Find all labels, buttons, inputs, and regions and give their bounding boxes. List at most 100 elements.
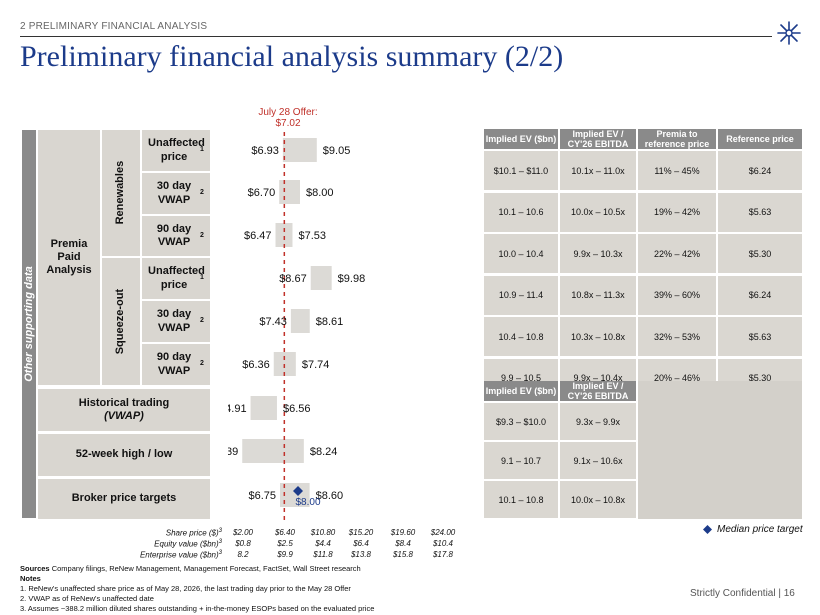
- range-bar-7: [242, 439, 304, 463]
- axis-ev-3: $13.8: [350, 550, 372, 559]
- week52-cell: 52-week high / low: [38, 434, 210, 476]
- low-label-6: $4.91: [228, 403, 247, 415]
- axis-equity-4: $8.4: [395, 539, 411, 548]
- cell-top-3-1: 10.8x – 11.3x: [560, 275, 636, 315]
- cell-bottom-1-0: 9.1 – 10.7: [484, 442, 558, 479]
- historical-trading-cell: Historical trading (VWAP): [38, 389, 210, 431]
- high-label-3: $9.98: [338, 273, 366, 285]
- offer-label: July 28 Offer: $7.02: [258, 107, 318, 129]
- cell-bottom-2-0: 10.1 – 10.8: [484, 481, 558, 518]
- axis-share_price-1: $6.40: [274, 528, 296, 537]
- premia-paid-cell: Premia Paid Analysis: [38, 130, 100, 385]
- axis-share_price-3: $15.20: [348, 528, 374, 537]
- axis-equity-5: $10.4: [432, 539, 454, 548]
- cell-top-3-2: 39% – 60%: [638, 275, 716, 315]
- cell-top-0-2: 11% – 45%: [638, 151, 716, 190]
- row-label-4: 30 day VWAP 2: [142, 301, 210, 342]
- diamond-icon: [703, 525, 712, 534]
- cell-bottom-1-1: 9.1x – 10.6x: [560, 442, 636, 479]
- cell-top-1-1: 10.0x – 10.5x: [560, 192, 636, 232]
- header-bottom-0: Implied EV ($bn): [484, 381, 558, 401]
- row-label-1: 30 day VWAP 2: [142, 173, 210, 214]
- header-top-3: Reference price: [718, 129, 802, 149]
- cell-top-2-2: 22% – 42%: [638, 234, 716, 273]
- range-bar-4: [290, 309, 310, 333]
- low-label-2: $6.47: [244, 230, 272, 242]
- cell-bottom-0-1: 9.3x – 9.9x: [560, 403, 636, 440]
- axis-ev-label: Enterprise value ($bn)3: [139, 550, 222, 560]
- high-label-7: $8.24: [310, 446, 338, 458]
- median-label: $8.00: [295, 497, 320, 508]
- empty-grey-panel: [638, 381, 802, 519]
- header-top-0: Implied EV ($bn): [484, 129, 558, 149]
- cell-top-0-3: $6.24: [718, 151, 802, 190]
- range-bar-1: [279, 180, 300, 204]
- high-label-0: $9.05: [323, 145, 351, 157]
- low-label-3: $8.67: [279, 273, 307, 285]
- cell-top-4-3: $5.63: [718, 317, 802, 356]
- cell-top-2-3: $5.30: [718, 234, 802, 273]
- broker-targets-cell: Broker price targets: [38, 479, 210, 519]
- low-label-8: $6.75: [248, 490, 276, 502]
- high-label-2: $7.53: [298, 230, 326, 242]
- cell-top-1-0: 10.1 – 10.6: [484, 192, 558, 232]
- row-label-3: Unaffected price 1: [142, 258, 210, 299]
- confidential-label: Strictly Confidential | 16: [690, 588, 795, 599]
- low-label-5: $6.36: [242, 359, 270, 371]
- high-label-8: $8.60: [316, 490, 344, 502]
- median-diamond: [293, 486, 303, 496]
- high-label-5: $7.74: [302, 359, 330, 371]
- axis-equity-label: Equity value ($bn)3: [154, 539, 222, 549]
- header-top-2: Premia to reference price: [638, 129, 716, 149]
- cell-top-0-0: $10.1 – $11.0: [484, 151, 558, 190]
- row-label-0: Unaffected price 1: [142, 130, 210, 171]
- cell-top-2-0: 10.0 – 10.4: [484, 234, 558, 273]
- band-other-supporting: [22, 130, 36, 518]
- football-field-chart: $6.93 $9.05 $6.70 $8.00 $6.47 $7.53 $8.67 $9.98…: [228, 132, 366, 520]
- notes-title: Notes: [20, 574, 41, 583]
- axis-equity-3: $6.4: [353, 539, 369, 548]
- row-label-5: 90 day VWAP 2: [142, 344, 210, 385]
- renewables-cell: Renewables: [102, 130, 140, 256]
- range-bar-2: [275, 223, 293, 247]
- cell-top-3-0: 10.9 – 11.4: [484, 275, 558, 315]
- cell-top-1-2: 19% – 42%: [638, 192, 716, 232]
- axis-ev-4: $15.8: [392, 550, 414, 559]
- section-label: 2 PRELIMINARY FINANCIAL ANALYSIS: [20, 21, 208, 32]
- cell-top-0-1: 10.1x – 11.0x: [560, 151, 636, 190]
- header-rule: [20, 36, 772, 37]
- range-bar-6: [250, 396, 277, 420]
- cell-top-1-3: $5.63: [718, 192, 802, 232]
- cell-top-4-0: 10.4 – 10.8: [484, 317, 558, 356]
- axis-share_price-4: $19.60: [390, 528, 416, 537]
- high-label-6: $6.56: [283, 403, 311, 415]
- axis-equity-2: $4.4: [315, 539, 331, 548]
- low-label-4: $7.43: [259, 316, 287, 328]
- axis-share-price-label: Share price ($)3: [165, 528, 222, 538]
- high-label-4: $8.61: [316, 316, 344, 328]
- cell-bottom-2-1: 10.0x – 10.8x: [560, 481, 636, 518]
- high-label-1: $8.00: [306, 187, 334, 199]
- cell-top-2-1: 9.9x – 10.3x: [560, 234, 636, 273]
- axis-ev-0: 8.2: [237, 550, 249, 559]
- low-label-1: $6.70: [248, 187, 276, 199]
- band-label: Other supporting data: [23, 266, 35, 382]
- note-1: 1. ReNew's unaffected share price as of …: [20, 584, 351, 593]
- axis-share_price-5: $24.00: [430, 528, 456, 537]
- axis-ev-2: $11.8: [313, 550, 333, 559]
- sources-note: Sources Company filings, ReNew Managemen…: [20, 564, 361, 573]
- axis-ev-1: $9.9: [277, 550, 293, 559]
- page-title: Preliminary financial analysis summary (…: [20, 40, 564, 73]
- cell-top-3-3: $6.24: [718, 275, 802, 315]
- note-2: 2. VWAP as of ReNew's unaffected date: [20, 594, 154, 603]
- cell-bottom-0-0: $9.3 – $10.0: [484, 403, 558, 440]
- header-top-1: Implied EV / CY'26 EBITDA: [560, 129, 636, 149]
- low-label-0: $6.93: [251, 145, 279, 157]
- logo-icon: [777, 21, 801, 45]
- squeeze-out-cell: Squeeze-out: [102, 258, 140, 385]
- row-label-2: 90 day VWAP 2: [142, 216, 210, 256]
- range-bar-3: [310, 266, 332, 290]
- cell-top-4-1: 10.3x – 10.8x: [560, 317, 636, 356]
- axis-share_price-0: $2.00: [232, 528, 254, 537]
- range-bar-0: [282, 138, 317, 162]
